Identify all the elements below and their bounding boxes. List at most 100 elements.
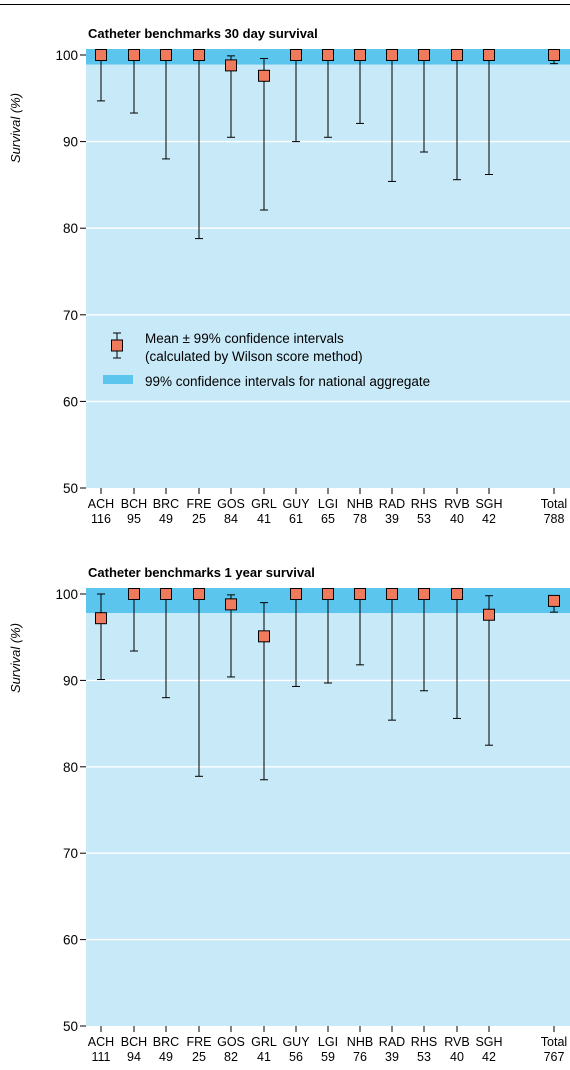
mean-marker-bch [128,588,140,600]
y-tick-label: 60 [63,394,78,409]
category-count-total: 767 [544,1050,565,1064]
mean-marker-lgi [322,588,334,600]
mean-marker-grl [258,630,270,643]
y-tick-label: 70 [63,308,78,323]
mean-marker-rvb [451,49,463,61]
category-count-grl: 41 [257,512,271,526]
category-label-gos: GOS [217,497,245,511]
y-tick-label: 100 [55,48,78,63]
category-count-lgi: 65 [321,512,335,526]
y-tick-label: 60 [63,933,78,948]
chart2-y-axis-label: Survival (%) [8,623,23,693]
legend-mean-marker [111,339,123,352]
y-tick-label: 90 [63,135,78,150]
category-count-brc: 49 [159,512,173,526]
category-count-bch: 94 [127,1050,141,1064]
category-label-brc: BRC [153,497,179,511]
category-count-rvb: 40 [450,512,464,526]
legend-band-swatch [103,375,133,384]
category-label-sgh: SGH [475,1035,502,1049]
category-label-grl: GRL [251,497,277,511]
category-label-rvb: RVB [444,1035,469,1049]
mean-marker-gos [225,598,237,611]
category-label-total: Total [541,497,567,511]
category-count-total: 788 [544,512,565,526]
category-count-fre: 25 [192,1050,206,1064]
legend: Mean ± 99% confidence intervals (calcula… [103,331,430,389]
category-label-rhs: RHS [411,1035,437,1049]
chart1-title: Catheter benchmarks 30 day survival [88,26,318,41]
mean-marker-brc [160,588,172,600]
category-label-fre: FRE [187,1035,212,1049]
category-count-nhb: 78 [353,512,367,526]
category-label-lgi: LGI [318,1035,338,1049]
y-tick-label: 100 [55,587,78,602]
category-count-guy: 56 [289,1050,303,1064]
mean-marker-ach [95,49,107,61]
mean-marker-fre [193,49,205,61]
legend-mean-label: Mean ± 99% confidence intervals [145,331,344,346]
mean-marker-sgh [483,49,495,61]
mean-marker-guy [290,588,302,600]
mean-marker-bch [128,49,140,61]
category-label-guy: GUY [282,497,310,511]
category-label-total: Total [541,1035,567,1049]
mean-marker-sgh [483,608,495,621]
y-tick-label: 50 [63,481,78,496]
category-count-rad: 39 [385,512,399,526]
category-count-sgh: 42 [482,1050,496,1064]
category-label-nhb: NHB [347,1035,373,1049]
category-label-rad: RAD [379,497,405,511]
category-label-fre: FRE [187,497,212,511]
legend-band-label: 99% confidence intervals for national ag… [145,374,430,389]
category-label-nhb: NHB [347,497,373,511]
category-count-ach: 116 [91,512,111,526]
category-label-brc: BRC [153,1035,179,1049]
y-tick-label: 70 [63,846,78,861]
category-label-lgi: LGI [318,497,338,511]
mean-marker-total [548,594,560,607]
mean-marker-lgi [322,49,334,61]
y-tick-label: 80 [63,221,78,236]
mean-marker-rad [386,588,398,600]
category-label-rvb: RVB [444,497,469,511]
category-label-rhs: RHS [411,497,437,511]
y-tick-label: 90 [63,673,78,688]
category-count-gos: 84 [224,512,238,526]
y-tick-label: 80 [63,760,78,775]
category-count-sgh: 42 [482,512,496,526]
y-tick-label: 50 [63,1019,78,1034]
mean-marker-rad [386,49,398,61]
category-label-rad: RAD [379,1035,405,1049]
mean-marker-ach [95,612,107,625]
top-rule [0,4,570,5]
category-count-fre: 25 [192,512,206,526]
category-count-rad: 39 [385,1050,399,1064]
category-count-nhb: 76 [353,1050,367,1064]
mean-marker-rhs [418,588,430,600]
category-label-gos: GOS [217,1035,245,1049]
mean-marker-nhb [354,588,366,600]
category-count-brc: 49 [159,1050,173,1064]
category-count-guy: 61 [289,512,303,526]
category-label-guy: GUY [282,1035,310,1049]
category-count-rvb: 40 [450,1050,464,1064]
category-count-gos: 82 [224,1050,238,1064]
legend-method-label: (calculated by Wilson score method) [145,349,363,364]
category-count-ach: 111 [91,1050,110,1064]
mean-marker-fre [193,588,205,600]
chart1-y-axis-label: Survival (%) [8,93,23,163]
category-count-rhs: 53 [417,1050,431,1064]
chart2-title: Catheter benchmarks 1 year survival [88,565,315,580]
mean-marker-brc [160,49,172,61]
category-count-bch: 95 [127,512,141,526]
category-count-lgi: 59 [321,1050,335,1064]
category-label-ach: ACH [88,497,114,511]
mean-marker-grl [258,69,270,82]
mean-marker-guy [290,49,302,61]
category-label-bch: BCH [121,1035,147,1049]
mean-marker-nhb [354,49,366,61]
